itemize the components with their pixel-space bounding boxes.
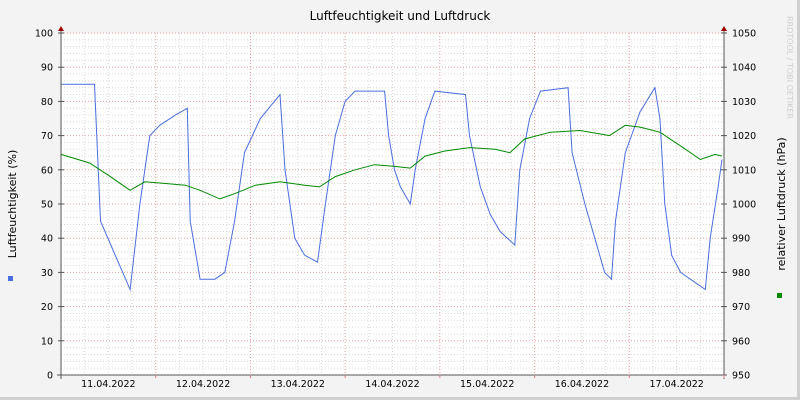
legend-marker-pressure	[777, 293, 782, 298]
chart-title: Luftfeuchtigkeit und Luftdruck	[310, 9, 491, 23]
y-tick-label-left: 60	[41, 165, 53, 176]
y-tick-label-right: 950	[732, 371, 750, 382]
x-tick-label: 11.04.2022	[81, 379, 135, 390]
y-tick-label-right: 1010	[732, 165, 756, 176]
y-tick-label-left: 90	[41, 63, 53, 74]
humidity-line	[61, 83, 723, 292]
y-tick-label-left: 40	[41, 234, 53, 245]
y-tick-label-right: 1020	[732, 131, 756, 142]
watermark: RRDTOOL / TOBI OETIKER	[785, 16, 794, 119]
y-tick-label-left: 10	[41, 336, 53, 347]
y-axis-label-left: Luftfeuchtigkeit (%)	[6, 150, 19, 259]
y-tick-label-right: 1030	[732, 97, 756, 108]
y-tick-label-right: 960	[732, 336, 750, 347]
y-tick-label-left: 100	[35, 29, 53, 40]
y-tick-label-right: 970	[732, 302, 750, 313]
x-tick-label: 17.04.2022	[649, 379, 703, 390]
x-tick-label: 12.04.2022	[176, 379, 230, 390]
y-tick-label-right: 990	[732, 234, 750, 245]
y-tick-label-right: 1000	[732, 200, 756, 211]
y-tick-label-left: 50	[41, 200, 53, 211]
arrow-up-icon	[58, 26, 64, 31]
y-tick-label-left: 70	[41, 131, 53, 142]
y-tick-label-left: 80	[41, 97, 53, 108]
pressure-line	[60, 124, 723, 200]
y-axis-label-right: relativer Luftdruck (hPa)	[775, 137, 788, 270]
y-tick-label-right: 980	[732, 268, 750, 279]
y-tick-label-left: 20	[41, 302, 53, 313]
y-tick-label-left: 0	[47, 371, 53, 382]
y-tick-label-right: 1040	[732, 63, 756, 74]
x-tick-label: 13.04.2022	[271, 379, 325, 390]
legend-marker-humidity	[8, 276, 13, 281]
x-tick-label: 16.04.2022	[555, 379, 609, 390]
x-tick-label: 15.04.2022	[460, 379, 514, 390]
x-tick-label: 14.04.2022	[365, 379, 419, 390]
arrow-up-icon	[721, 26, 727, 31]
y-tick-label-left: 30	[41, 268, 53, 279]
y-tick-label-right: 1050	[732, 29, 756, 40]
